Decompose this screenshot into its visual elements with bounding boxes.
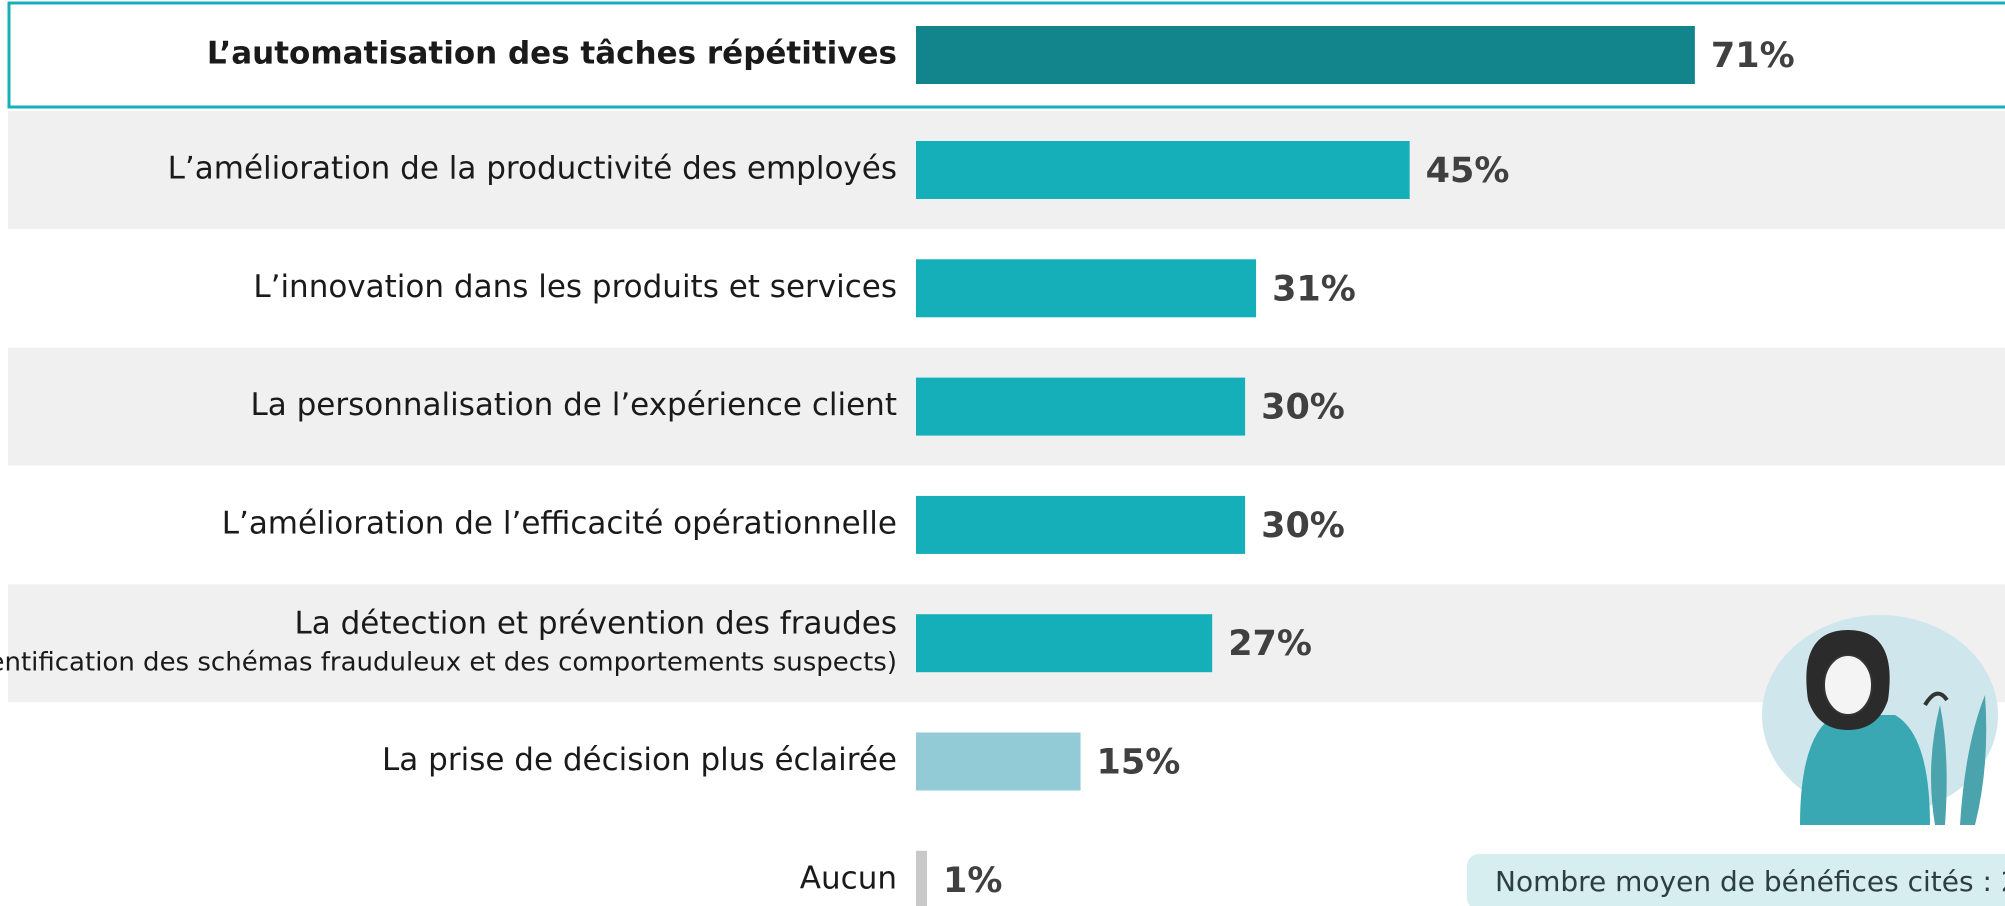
- category-label: La détection et prévention des fraudes: [294, 606, 897, 642]
- category-label: L’automatisation des tâches répétitives: [207, 36, 897, 72]
- category-label: La prise de décision plus éclairée: [382, 742, 897, 778]
- bar: [916, 495, 1246, 554]
- value-label: 31%: [1272, 269, 1356, 309]
- bar: [916, 377, 1246, 436]
- bar: [916, 850, 927, 906]
- category-label: L’amélioration de l’efficacité opération…: [222, 505, 897, 541]
- highlight-box: [7, 1, 2005, 109]
- value-label: 45%: [1426, 151, 1510, 191]
- illustration: [1762, 615, 1998, 825]
- value-label: 71%: [1711, 36, 1795, 76]
- bar: [916, 259, 1257, 318]
- category-label: Aucun: [800, 860, 897, 896]
- category-label: L’innovation dans les produits et servic…: [253, 269, 897, 305]
- category-detail: (identification des schémas frauduleux e…: [0, 648, 897, 678]
- bar: [916, 141, 1410, 199]
- bar: [916, 614, 1213, 673]
- bar: [916, 732, 1081, 791]
- category-label: L’amélioration de la productivité des em…: [168, 151, 897, 187]
- value-label: 30%: [1261, 506, 1345, 546]
- value-label: 30%: [1261, 388, 1345, 428]
- value-label: 15%: [1097, 743, 1181, 783]
- annotation: Nombre moyen de bénéfices cités : 2,5: [1495, 865, 2005, 898]
- annotation-box: [1467, 854, 2005, 906]
- bar: [916, 26, 1695, 84]
- category-label: La personnalisation de l’expérience clie…: [250, 387, 897, 423]
- value-label: 1%: [943, 861, 1002, 901]
- value-label: 27%: [1228, 624, 1312, 664]
- row-backgrounds: [7, 1, 2005, 703]
